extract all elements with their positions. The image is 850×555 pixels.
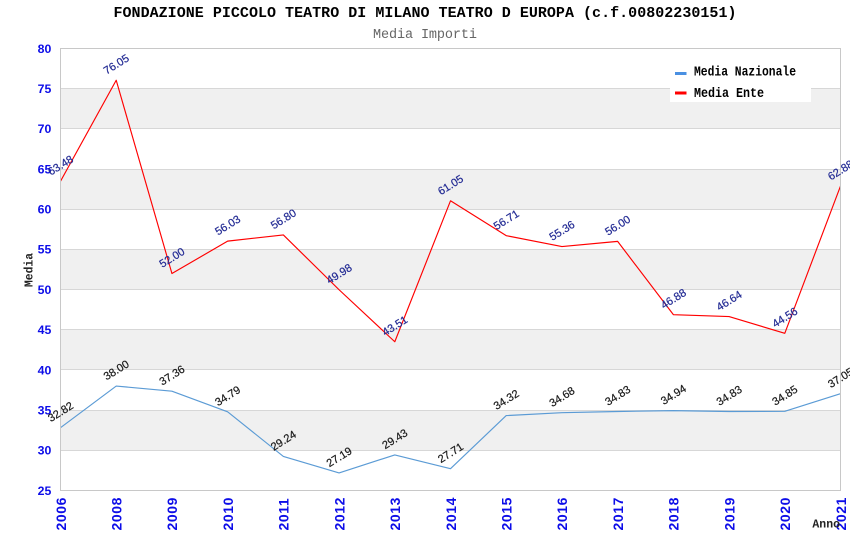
svg-text:Media Nazionale: Media Nazionale [694, 65, 796, 81]
svg-text:80: 80 [38, 42, 52, 56]
svg-text:2009: 2009 [164, 497, 180, 531]
svg-text:Media: Media [23, 253, 37, 287]
svg-text:30: 30 [38, 444, 52, 458]
svg-text:2008: 2008 [109, 497, 125, 531]
svg-text:Anno: Anno [812, 519, 840, 532]
svg-text:2013: 2013 [387, 497, 403, 531]
svg-text:55: 55 [38, 243, 52, 257]
svg-text:2006: 2006 [53, 497, 69, 531]
svg-text:2012: 2012 [331, 497, 347, 531]
svg-text:Media Importi: Media Importi [373, 28, 477, 43]
svg-text:2010: 2010 [220, 497, 236, 531]
svg-text:50: 50 [38, 283, 52, 297]
svg-text:FONDAZIONE PICCOLO TEATRO DI M: FONDAZIONE PICCOLO TEATRO DI MILANO TEAT… [114, 5, 737, 22]
svg-text:35: 35 [38, 403, 52, 417]
svg-text:60: 60 [38, 203, 52, 217]
svg-text:65: 65 [38, 162, 52, 176]
svg-text:Media Ente: Media Ente [694, 86, 764, 102]
svg-text:2021: 2021 [833, 497, 849, 531]
svg-text:2015: 2015 [499, 497, 515, 531]
svg-text:2018: 2018 [666, 497, 682, 531]
svg-text:70: 70 [38, 122, 52, 136]
svg-text:25: 25 [38, 484, 52, 498]
svg-text:75: 75 [38, 82, 52, 96]
svg-text:2020: 2020 [777, 497, 793, 531]
svg-text:2014: 2014 [443, 497, 459, 531]
svg-text:45: 45 [38, 323, 52, 337]
svg-text:2011: 2011 [276, 498, 292, 531]
svg-text:2017: 2017 [610, 497, 626, 531]
svg-text:2019: 2019 [721, 497, 737, 531]
svg-text:40: 40 [38, 363, 52, 377]
svg-text:2016: 2016 [554, 497, 570, 531]
